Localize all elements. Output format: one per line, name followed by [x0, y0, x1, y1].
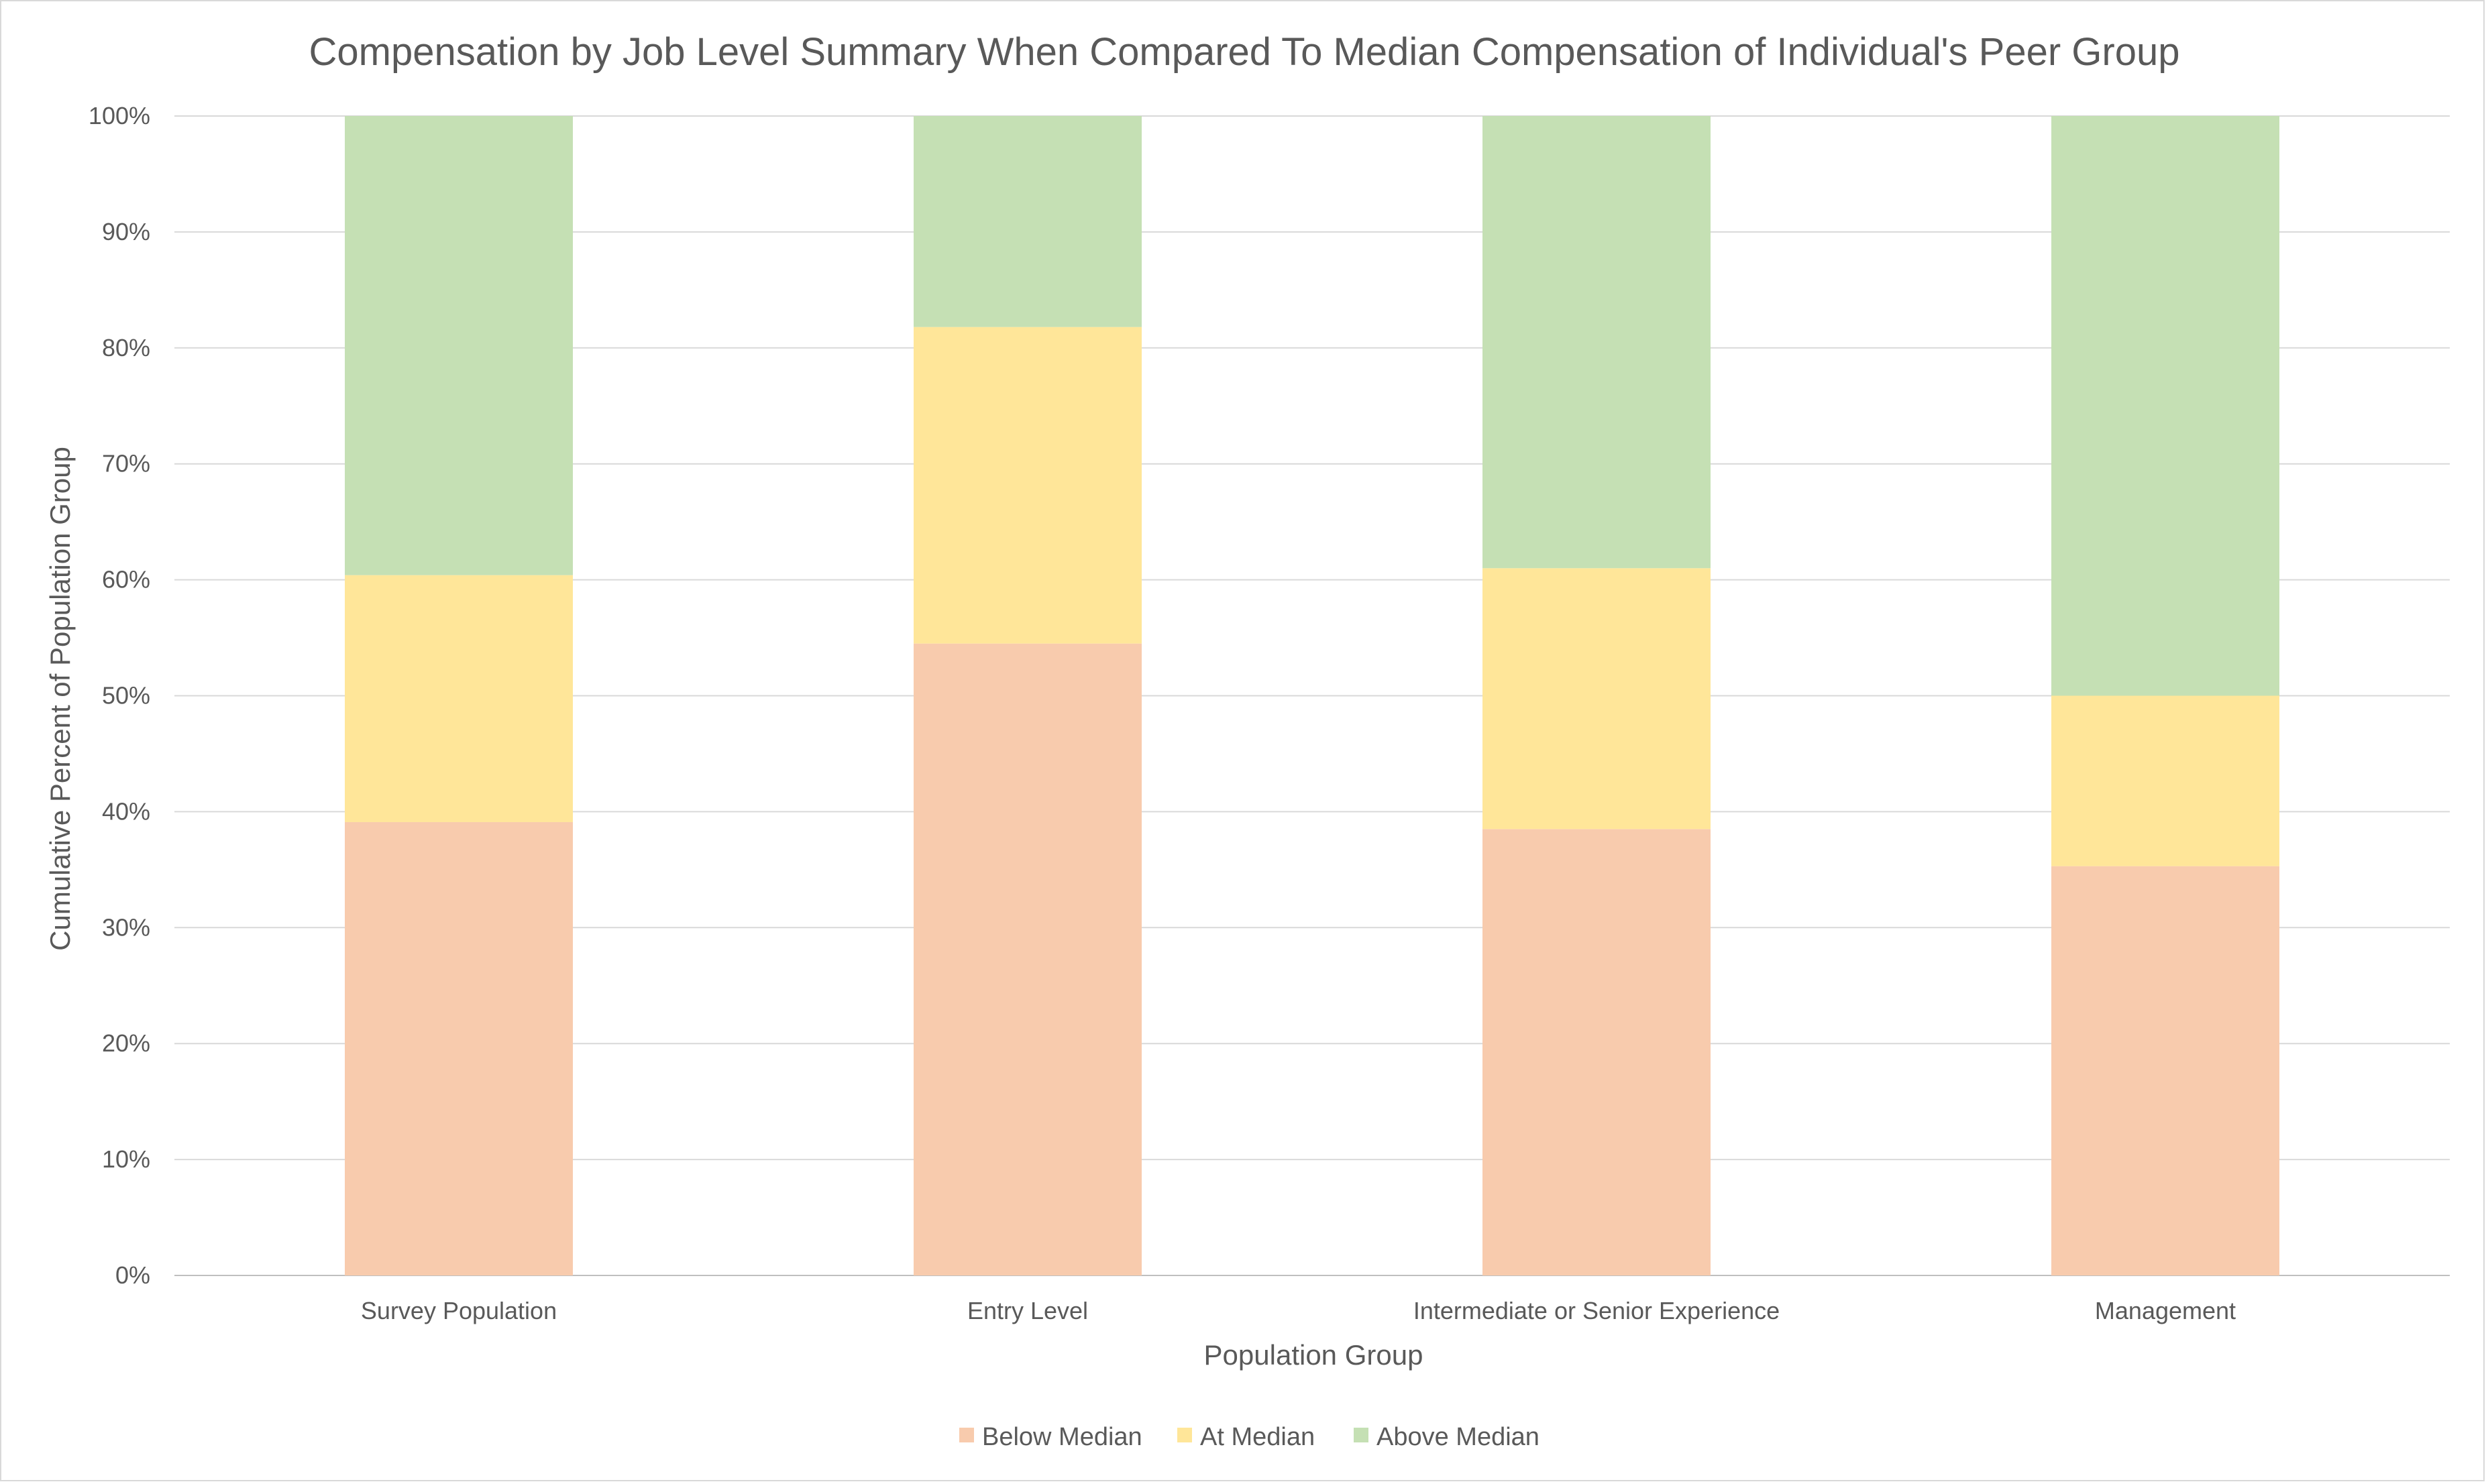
legend: Below Median At Median Above Median — [959, 1423, 1539, 1451]
legend-swatch — [1177, 1428, 1192, 1442]
y-tick-label: 70% — [102, 450, 150, 477]
bar-segment-below-median — [2051, 866, 2279, 1275]
legend-label: Above Median — [1376, 1423, 1539, 1451]
bar-segment-below-median — [914, 643, 1142, 1275]
y-tick-label: 50% — [102, 682, 150, 709]
x-tick-label: Management — [2095, 1297, 2236, 1324]
y-tick-label: 60% — [102, 566, 150, 593]
bar-segment-above-median — [2051, 116, 2279, 696]
y-tick-label: 90% — [102, 218, 150, 245]
bar-segment-at-median — [345, 575, 573, 822]
legend-label: Below Median — [982, 1423, 1142, 1451]
y-tick-label: 10% — [102, 1145, 150, 1173]
y-tick-label: 80% — [102, 334, 150, 361]
bar-segment-at-median — [914, 327, 1142, 644]
x-tick-label: Intermediate or Senior Experience — [1413, 1297, 1780, 1324]
y-axis-ticks: 0% 10% 20% 30% 40% 50% 60% 70% 80% 90% 100% — [89, 102, 150, 1289]
y-tick-label: 30% — [102, 913, 150, 941]
legend-label: At Median — [1200, 1423, 1315, 1451]
y-tick-label: 100% — [89, 102, 150, 129]
chart-title: Compensation by Job Level Summary When C… — [309, 30, 2179, 74]
y-tick-label: 0% — [115, 1261, 150, 1289]
bar-segment-at-median — [1482, 568, 1711, 830]
y-axis-title: Cumulative Percent of Population Group — [44, 447, 76, 951]
legend-swatch — [1354, 1428, 1368, 1442]
x-tick-label: Survey Population — [361, 1297, 557, 1324]
x-tick-label: Entry Level — [967, 1297, 1088, 1324]
bar-segment-below-median — [1482, 829, 1711, 1275]
bar-segment-above-median — [345, 116, 573, 575]
bar-segment-at-median — [2051, 695, 2279, 866]
y-tick-label: 20% — [102, 1029, 150, 1057]
bar-segment-above-median — [1482, 116, 1711, 569]
x-axis-ticks: Survey Population Entry Level Intermediate… — [361, 1297, 2236, 1324]
bar-segment-above-median — [914, 116, 1142, 327]
legend-swatch — [959, 1428, 974, 1442]
bar-segment-below-median — [345, 821, 573, 1275]
y-tick-label: 40% — [102, 797, 150, 825]
bars — [345, 116, 2279, 1275]
x-axis-title: Population Group — [1204, 1339, 1423, 1371]
